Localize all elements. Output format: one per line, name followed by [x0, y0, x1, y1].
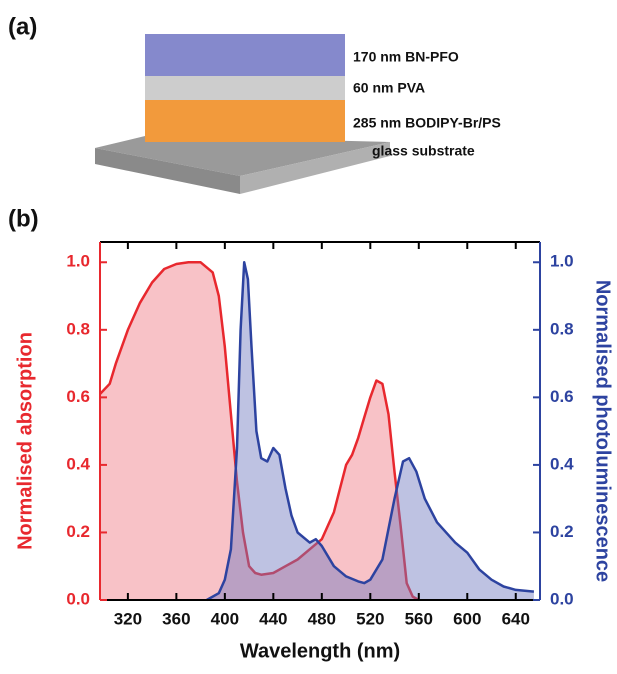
panel-label: (b): [8, 205, 39, 232]
layer-label: 60 nm PVA: [353, 80, 425, 96]
panel-label: (a): [8, 13, 37, 40]
y2-tick-label: 0.8: [550, 319, 574, 338]
x-tick-label: 320: [114, 609, 142, 628]
y2-tick-label: 0.2: [550, 522, 574, 541]
y-tick-label: 0.2: [66, 522, 90, 541]
layer-stack: [95, 34, 390, 194]
y-axis-title: Normalised absorption: [14, 332, 36, 550]
y2-tick-label: 0.0: [550, 589, 574, 608]
y-tick-label: 0.4: [66, 454, 90, 473]
glass-top: [95, 136, 390, 176]
area-fill: [100, 262, 419, 600]
layer-label: 170 nm BN-PFO: [353, 49, 459, 65]
y-tick-label: 1.0: [66, 252, 90, 271]
series-line: [206, 261, 535, 602]
x-tick-label: 440: [259, 609, 287, 628]
x-tick-label: 480: [308, 609, 336, 628]
layer-label: 285 nm BODIPY-Br/PS: [353, 115, 501, 131]
x-tick-label: 600: [453, 609, 481, 628]
area-fill: [206, 262, 534, 600]
blue-layer: [145, 34, 345, 76]
series-line: [99, 261, 420, 602]
x-tick-label: 400: [211, 609, 239, 628]
y-tick-label: 0.0: [66, 589, 90, 608]
x-tick-label: 520: [356, 609, 384, 628]
x-tick-label: 360: [162, 609, 190, 628]
glass-side: [240, 142, 390, 194]
gray-layer: [145, 76, 345, 100]
y-tick-label: 0.6: [66, 387, 90, 406]
glass-side: [95, 148, 240, 194]
y2-tick-label: 0.4: [550, 454, 574, 473]
orange-layer: [145, 100, 345, 142]
y2-tick-label: 1.0: [550, 252, 574, 271]
layer-label: glass substrate: [372, 143, 475, 159]
x-axis-title: Wavelength (nm): [240, 640, 400, 662]
y2-tick-label: 0.6: [550, 387, 574, 406]
x-tick-label: 560: [405, 609, 433, 628]
x-tick-label: 640: [502, 609, 530, 628]
y-tick-label: 0.8: [66, 319, 90, 338]
y2-axis-title: Normalised photoluminescence: [592, 280, 614, 582]
